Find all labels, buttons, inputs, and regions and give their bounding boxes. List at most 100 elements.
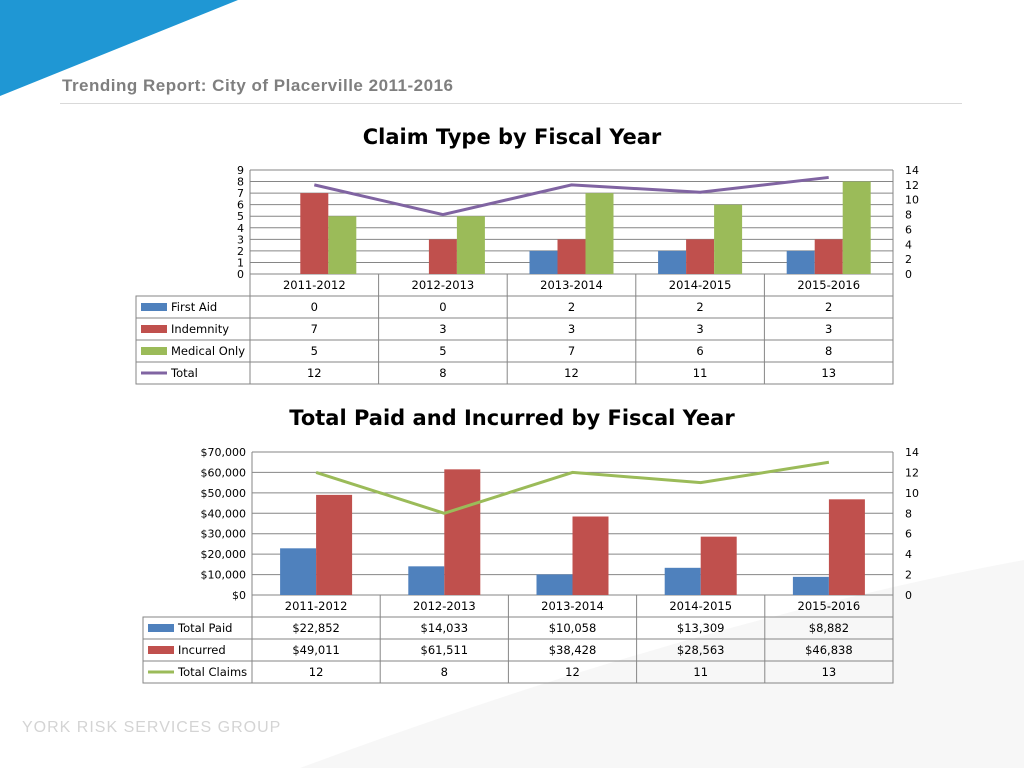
bar-indemnity [557,239,586,274]
table-cell: 0 [439,300,446,314]
category-label: 2012-2013 [412,278,475,292]
table-cell: 3 [439,322,446,336]
legend-label: First Aid [171,300,217,314]
table-cell: 12 [309,665,324,679]
y2-tick-label: 6 [905,223,912,236]
bar-incurred [828,499,865,595]
bar-total-paid [536,574,573,595]
table-cell: $22,852 [292,621,340,635]
bar-incurred [572,516,609,595]
y2-tick-label: 10 [905,487,919,500]
table-cell: 0 [311,300,318,314]
table-cell: $14,033 [421,621,469,635]
bar-total-paid [792,576,829,595]
y2-tick-label: 4 [905,238,912,251]
report-title: Trending Report: City of Placerville 201… [62,76,454,95]
y-tick-label: 9 [237,164,244,177]
line-total [313,175,829,217]
table-cell: 3 [696,322,703,336]
bar-medical-only [842,181,871,274]
bar-incurred [316,494,353,595]
bar-medical-only [456,216,485,274]
category-label: 2014-2015 [669,278,732,292]
legend-label: Indemnity [171,322,229,336]
bar-total-paid [408,566,445,595]
category-label: 2013-2014 [540,278,603,292]
legend-label: Total [170,366,198,380]
y2-tick-label: 12 [905,179,919,192]
y-tick-label: $70,000 [201,446,247,459]
category-label: 2012-2013 [413,599,476,613]
bar-indemnity [300,193,329,274]
paid-incurred-chart: $0 $10,000 $20,000 $30,000 $40,000 $50,000 $60… [142,446,919,684]
table-cell: 3 [825,322,832,336]
legend-label: Medical Only [171,344,245,358]
y-tick-label: 5 [237,210,244,223]
y2-tick-label: 2 [905,569,912,582]
bar-first-aid [786,250,815,274]
table-cell: 2 [568,300,575,314]
chart-title-claims: Claim Type by Fiscal Year [362,125,662,149]
y2-tick-label: 2 [905,253,912,266]
table-cell: $46,838 [805,643,853,657]
table-cell: $28,563 [677,643,725,657]
table-cell: 7 [568,344,575,358]
category-label: 2013-2014 [541,599,604,613]
y-tick-label: 4 [237,222,244,235]
y2-tick-label: 8 [905,507,912,520]
legend-key [141,303,167,311]
table-cell: 8 [825,344,832,358]
legend-key [148,624,174,632]
table-cell: 11 [693,665,708,679]
bar-medical-only [714,204,743,274]
bar-total-paid [664,567,701,595]
category-label: 2011-2012 [285,599,348,613]
y2-tick-label: 4 [905,548,912,561]
y2-tick-label: 14 [905,164,919,177]
category-label: 2014-2015 [669,599,732,613]
footer-brand: YORK RISK SERVICES GROUP [22,719,282,736]
bar-medical-only [328,216,357,274]
data-table-border [142,616,894,684]
legend-key [148,646,174,654]
bar-incurred [700,536,737,595]
legend-key [141,347,167,355]
y2-tick-label: 8 [905,209,912,222]
table-cell: 7 [311,322,318,336]
table-cell: 13 [822,665,837,679]
category-label: 2015-2016 [798,599,861,613]
bar-indemnity [428,239,457,274]
y2-tick-label: 0 [905,589,912,602]
y-tick-label: 1 [237,256,244,269]
table-cell: 11 [693,366,708,380]
bar-indemnity [814,239,843,274]
table-cell: 5 [439,344,446,358]
bar-total-paid [280,548,317,595]
y-tick-label: $50,000 [201,487,247,500]
y-tick-label: 6 [237,199,244,212]
table-cell: $8,882 [809,621,849,635]
y-tick-label: $20,000 [201,548,247,561]
table-cell: 3 [568,322,575,336]
legend-label: Total Paid [177,621,232,635]
y-tick-label: 0 [237,268,244,281]
table-cell: $61,511 [421,643,469,657]
table-cell: 2 [825,300,832,314]
table-cell: 12 [565,665,580,679]
category-label: 2015-2016 [797,278,860,292]
y2-tick-label: 12 [905,466,919,479]
y-tick-label: $30,000 [201,528,247,541]
bar-indemnity [686,239,715,274]
table-cell: 12 [307,366,322,380]
bar-first-aid [658,250,687,274]
table-cell: 5 [311,344,318,358]
table-cell: 12 [564,366,579,380]
table-cell: 8 [441,665,448,679]
table-cell: $13,309 [677,621,725,635]
legend-label: Incurred [178,643,226,657]
corner-decoration [0,0,238,96]
table-cell: 6 [696,344,703,358]
title-divider [60,103,962,104]
table-cell: 13 [821,366,836,380]
